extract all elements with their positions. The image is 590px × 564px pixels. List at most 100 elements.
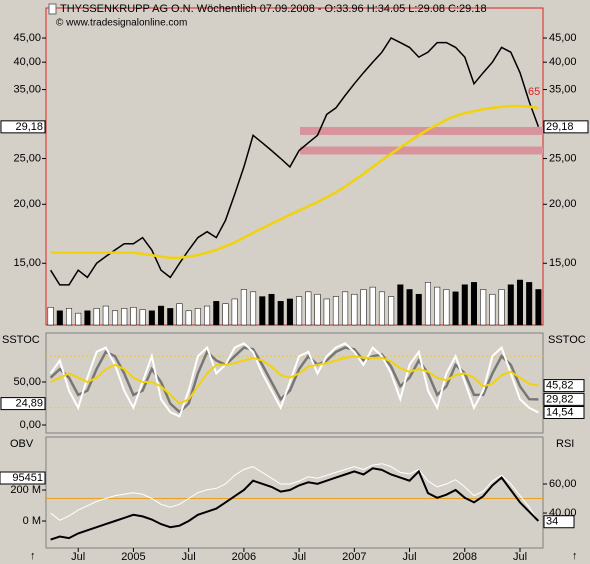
panel-label: RSI (556, 438, 574, 450)
volume-bar (185, 310, 192, 326)
panel-label: SSTOC (2, 334, 40, 346)
volume-bar (176, 303, 183, 326)
volume-bar (102, 305, 109, 326)
y-tick-label: 0,00 (20, 419, 41, 431)
volume-bar (535, 289, 542, 326)
volume-bar (424, 282, 431, 326)
obv-panel (45, 436, 544, 549)
volume-bar (56, 310, 63, 326)
value-label: 24,89 (15, 398, 43, 410)
volume-bar (277, 301, 284, 326)
volume-bar (415, 293, 422, 326)
series-line (50, 463, 539, 522)
x-tick-label: Jul (71, 551, 85, 563)
volume-bar (489, 293, 496, 326)
volume-bar (121, 308, 128, 326)
value-label: 29,18 (15, 121, 43, 133)
volume-bar (250, 291, 257, 326)
price-panel (45, 7, 544, 326)
label-box (543, 392, 585, 406)
volume-bar (139, 309, 146, 326)
volume-bar (259, 296, 266, 326)
volume-bar (470, 282, 477, 326)
volume-bar (65, 308, 73, 326)
volume-bar (75, 312, 82, 326)
y-tick-label: 15,00 (13, 257, 41, 269)
label-box (0, 397, 46, 411)
label-box (543, 406, 585, 420)
volume-bar (47, 306, 54, 326)
label-box (0, 471, 46, 485)
y-tick-label: 20,00 (13, 198, 41, 210)
series-line (50, 104, 539, 260)
x-tick-label: Jul (292, 551, 306, 563)
volume-bar (498, 289, 505, 326)
y-tick-label: 25,00 (549, 152, 577, 164)
volume-bar (323, 298, 330, 326)
volume-bar (231, 298, 238, 326)
volume-bar (167, 308, 174, 326)
y-tick-label: 40,00 (549, 56, 577, 68)
volume-bar (480, 289, 487, 326)
volume-bar (369, 286, 376, 326)
value-label: 45,82 (546, 380, 574, 392)
volume-bar (112, 310, 119, 326)
volume-bar (268, 293, 275, 326)
panel-label: SSTOC (548, 334, 586, 346)
obv-label: 95451 (12, 472, 43, 484)
volume-bar (130, 306, 137, 326)
y-tick-label: 45,00 (549, 32, 577, 44)
volume-bar (305, 291, 312, 326)
volume-bar (148, 310, 155, 326)
volume-bar (351, 293, 358, 326)
x-tick-label: 2005 (121, 551, 145, 563)
series-line (49, 37, 540, 286)
volume-bar (332, 296, 339, 326)
y-tick-label: 35,00 (549, 83, 577, 95)
y-tick-label: 25,00 (13, 152, 41, 164)
volume-bar (194, 308, 201, 326)
series-line (49, 346, 539, 414)
title-icon (48, 3, 57, 15)
annotation: 65 (528, 86, 540, 98)
series-line (50, 355, 539, 405)
volume-bar (526, 282, 533, 326)
panel-label: OBV (10, 438, 34, 450)
x-tick-label: 2007 (342, 551, 366, 563)
volume-bar (507, 284, 514, 326)
label-box (543, 379, 585, 393)
volume-bar (360, 289, 367, 326)
x-tick-label: Jul (182, 551, 196, 563)
volume-bar (443, 289, 450, 326)
volume-bar (342, 291, 349, 326)
x-tick-label: 2006 (232, 551, 256, 563)
value-label: 14,54 (546, 406, 574, 418)
volume-bar (286, 298, 293, 326)
volume-bar (314, 293, 321, 326)
x-tick-label: Jul (513, 551, 527, 563)
arrow: ↑ (30, 550, 36, 562)
volume-bar (388, 296, 395, 326)
y2-tick-label: 60,00 (549, 478, 577, 490)
y-tick-label: 40,00 (13, 56, 41, 68)
volume-bar (461, 284, 468, 326)
volume-bar (213, 301, 220, 326)
y-tick-label: 20,00 (549, 198, 577, 210)
value-label: 34 (546, 516, 558, 528)
stoch-panel (45, 332, 544, 434)
volume-bar (516, 279, 524, 326)
label-box (543, 120, 589, 134)
volume-bar (406, 289, 413, 326)
value-label: 29,82 (546, 393, 574, 405)
y-tick-label: 50,00 (13, 376, 41, 388)
label-box (543, 515, 575, 529)
volume-bar (84, 310, 91, 326)
chart-title: THYSSENKRUPP AG O.N. Wöchentlich 07.09.2… (60, 3, 487, 15)
watermark: © www.tradesignalonline.com (56, 18, 187, 29)
volume-bar (452, 291, 459, 326)
support-zone (300, 146, 543, 155)
volume-bar (93, 308, 100, 326)
x-tick-label: Jul (403, 551, 417, 563)
volume-bar (158, 305, 165, 326)
